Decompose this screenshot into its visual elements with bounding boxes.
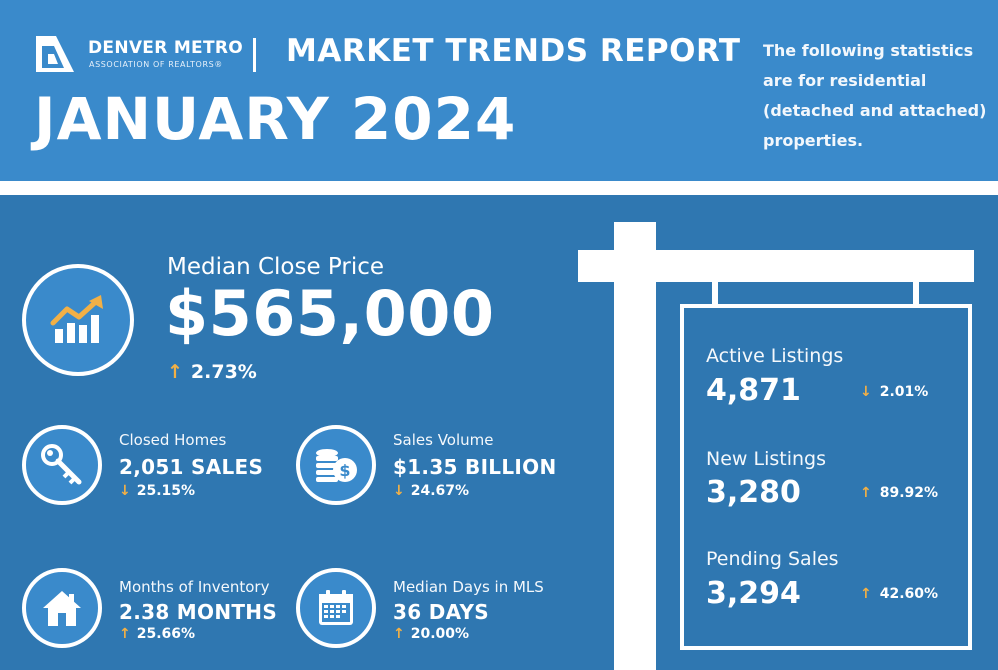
arrow-down-icon: ↓ <box>393 483 405 499</box>
closed-homes-change: ↓ 25.15% <box>119 483 195 499</box>
arrow-down-icon: ↓ <box>119 483 131 499</box>
key-icon-circle <box>22 425 102 505</box>
calendar-icon-circle <box>296 568 376 648</box>
sales-volume-label: Sales Volume <box>393 431 494 449</box>
calendar-icon <box>319 590 353 625</box>
coins-icon: $ <box>316 449 357 482</box>
house-icon <box>43 591 81 626</box>
listing-sign-board <box>680 304 972 650</box>
sign-hanger-right <box>913 282 919 304</box>
new-listings-label: New Listings <box>706 448 826 470</box>
key-icon <box>41 444 82 485</box>
pending-sales-change: ↑ 42.60% <box>860 586 938 602</box>
report-title: MARKET TRENDS REPORT <box>286 33 741 69</box>
arrow-down-icon: ↓ <box>860 384 872 400</box>
org-subtitle: ASSOCIATION OF REALTORS® <box>89 60 223 69</box>
months-inventory-value: 2.38 MONTHS <box>119 600 278 624</box>
active-listings-label: Active Listings <box>706 345 844 367</box>
month-title: JANUARY 2024 <box>34 85 517 153</box>
sales-volume-value: $1.35 BILLION <box>393 455 557 479</box>
median-close-price-label: Median Close Price <box>167 254 385 280</box>
closed-homes-value: 2,051 SALES <box>119 455 264 479</box>
arrow-up-icon: ↑ <box>393 626 405 642</box>
median-close-price-change: ↑ 2.73% <box>167 361 257 383</box>
new-listings-value: 3,280 <box>706 475 801 510</box>
chart-up-icon <box>50 295 103 343</box>
chart-up-icon-circle <box>22 264 134 376</box>
org-name: DENVER METRO <box>88 38 243 58</box>
sign-post <box>614 222 656 670</box>
median-days-change: ↑ 20.00% <box>393 626 469 642</box>
median-days-value: 36 DAYS <box>393 600 489 624</box>
header-note: The following statistics are for residen… <box>763 41 987 150</box>
months-inventory-change: ↑ 25.66% <box>119 626 195 642</box>
new-listings-change: ↑ 89.92% <box>860 485 938 501</box>
title-divider <box>253 38 256 72</box>
dmar-logo-icon <box>36 36 74 72</box>
arrow-up-icon: ↑ <box>860 485 872 501</box>
active-listings-value: 4,871 <box>706 373 801 408</box>
house-icon-circle <box>22 568 102 648</box>
active-listings-change-value: 2.01% <box>879 384 929 400</box>
new-listings-change-value: 89.92% <box>879 485 939 501</box>
pending-sales-change-value: 42.60% <box>879 586 939 602</box>
sales-volume-change: ↓ 24.67% <box>393 483 469 499</box>
svg-text:$: $ <box>339 461 350 480</box>
closed-homes-label: Closed Homes <box>119 431 227 449</box>
months-inventory-change-value: 25.66% <box>136 626 196 642</box>
sales-volume-change-value: 24.67% <box>410 483 470 499</box>
active-listings-change: ↓ 2.01% <box>860 384 928 400</box>
months-inventory-label: Months of Inventory <box>119 578 270 596</box>
header-divider-stripe <box>0 181 998 195</box>
arrow-up-icon: ↑ <box>860 586 872 602</box>
median-close-price-change-value: 2.73% <box>190 361 257 383</box>
arrow-up-icon: ↑ <box>167 361 183 383</box>
header-banner: DENVER METRO ASSOCIATION OF REALTORS® MA… <box>0 0 998 181</box>
pending-sales-value: 3,294 <box>706 576 801 611</box>
median-days-label: Median Days in MLS <box>393 578 544 596</box>
closed-homes-change-value: 25.15% <box>136 483 196 499</box>
sign-beam <box>578 250 974 282</box>
coins-icon-circle: $ <box>296 425 376 505</box>
sign-hanger-left <box>712 282 718 304</box>
arrow-up-icon: ↑ <box>119 626 131 642</box>
median-days-change-value: 20.00% <box>410 626 470 642</box>
pending-sales-label: Pending Sales <box>706 548 839 570</box>
median-close-price-value: $565,000 <box>165 277 495 350</box>
